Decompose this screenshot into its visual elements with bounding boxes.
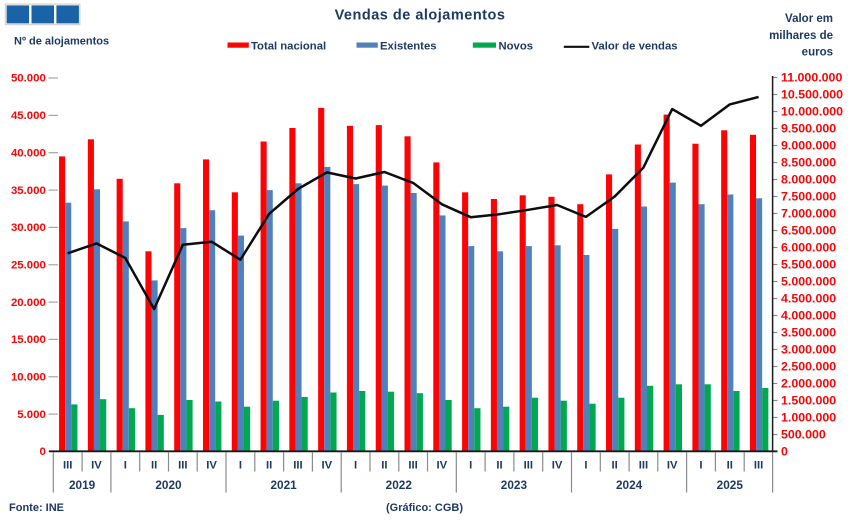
- svg-text:20.000: 20.000: [11, 297, 46, 309]
- svg-text:II: II: [266, 459, 272, 471]
- svg-text:10.000.000: 10.000.000: [781, 105, 843, 119]
- svg-text:(Gráfico: CGB): (Gráfico: CGB): [386, 502, 463, 514]
- svg-text:II: II: [612, 459, 618, 471]
- svg-text:I: I: [239, 459, 242, 471]
- svg-text:45.000: 45.000: [11, 110, 46, 122]
- svg-text:2.500.000: 2.500.000: [781, 360, 836, 374]
- svg-text:8.500.000: 8.500.000: [781, 156, 836, 170]
- svg-text:2020: 2020: [155, 478, 182, 492]
- svg-text:Valor de vendas: Valor de vendas: [592, 40, 678, 52]
- svg-text:2019: 2019: [69, 478, 96, 492]
- svg-text:40.000: 40.000: [11, 147, 46, 159]
- svg-text:IV: IV: [91, 459, 102, 471]
- svg-text:4.000.000: 4.000.000: [781, 309, 836, 323]
- svg-text:III: III: [524, 459, 533, 471]
- svg-text:I: I: [124, 459, 127, 471]
- svg-text:IV: IV: [667, 459, 678, 471]
- svg-text:2021: 2021: [270, 478, 297, 492]
- svg-text:9.000.000: 9.000.000: [781, 139, 836, 153]
- svg-text:0: 0: [781, 445, 788, 459]
- svg-text:IV: IV: [321, 459, 332, 471]
- svg-text:1.500.000: 1.500.000: [781, 394, 836, 408]
- svg-text:II: II: [496, 459, 502, 471]
- svg-text:7.500.000: 7.500.000: [781, 190, 836, 204]
- svg-text:6.500.000: 6.500.000: [781, 224, 836, 238]
- svg-text:35.000: 35.000: [11, 185, 46, 197]
- svg-text:2024: 2024: [616, 478, 643, 492]
- svg-text:4.500.000: 4.500.000: [781, 292, 836, 306]
- svg-text:7.000.000: 7.000.000: [781, 207, 836, 221]
- svg-text:50.000: 50.000: [11, 73, 46, 85]
- svg-text:III: III: [754, 459, 763, 471]
- svg-text:Existentes: Existentes: [380, 40, 437, 52]
- svg-text:3.500.000: 3.500.000: [781, 326, 836, 340]
- svg-text:III: III: [408, 459, 417, 471]
- svg-text:IV: IV: [552, 459, 563, 471]
- svg-text:II: II: [151, 459, 157, 471]
- svg-text:8.000.000: 8.000.000: [781, 173, 836, 187]
- svg-text:III: III: [178, 459, 187, 471]
- svg-text:III: III: [639, 459, 648, 471]
- svg-text:0: 0: [39, 446, 45, 458]
- svg-text:30.000: 30.000: [11, 222, 46, 234]
- svg-text:milhares de: milhares de: [769, 30, 833, 42]
- svg-text:5.500.000: 5.500.000: [781, 258, 836, 272]
- svg-text:Vendas de alojamentos: Vendas de alojamentos: [335, 8, 506, 24]
- svg-text:25.000: 25.000: [11, 259, 46, 271]
- svg-text:Nº de alojamentos: Nº de alojamentos: [14, 36, 109, 48]
- svg-text:I: I: [584, 459, 587, 471]
- svg-text:5.000: 5.000: [17, 409, 46, 421]
- svg-text:5.000.000: 5.000.000: [781, 275, 836, 289]
- svg-text:II: II: [727, 459, 733, 471]
- svg-text:2022: 2022: [386, 478, 413, 492]
- svg-text:IV: IV: [206, 459, 217, 471]
- svg-text:10.500.000: 10.500.000: [781, 88, 843, 102]
- svg-text:Novos: Novos: [499, 40, 534, 52]
- svg-text:3.000.000: 3.000.000: [781, 343, 836, 357]
- svg-text:15.000: 15.000: [11, 334, 46, 346]
- svg-text:2.000.000: 2.000.000: [781, 377, 836, 391]
- svg-text:I: I: [699, 459, 702, 471]
- svg-text:10.000: 10.000: [11, 372, 46, 384]
- svg-text:2023: 2023: [501, 478, 528, 492]
- svg-text:euros: euros: [802, 47, 833, 59]
- svg-text:6.000.000: 6.000.000: [781, 241, 836, 255]
- svg-text:500.000: 500.000: [781, 428, 826, 442]
- svg-text:1.000.000: 1.000.000: [781, 411, 836, 425]
- svg-text:II: II: [381, 459, 387, 471]
- svg-text:Total nacional: Total nacional: [251, 40, 326, 52]
- svg-text:9.500.000: 9.500.000: [781, 122, 836, 136]
- svg-text:2025: 2025: [717, 478, 744, 492]
- svg-text:I: I: [469, 459, 472, 471]
- svg-text:III: III: [63, 459, 72, 471]
- svg-text:11.000.000: 11.000.000: [781, 71, 842, 85]
- svg-text:Fonte: INE: Fonte: INE: [9, 502, 64, 514]
- svg-text:III: III: [293, 459, 302, 471]
- svg-text:Valor em: Valor em: [785, 13, 833, 25]
- svg-text:I: I: [354, 459, 357, 471]
- svg-text:IV: IV: [437, 459, 448, 471]
